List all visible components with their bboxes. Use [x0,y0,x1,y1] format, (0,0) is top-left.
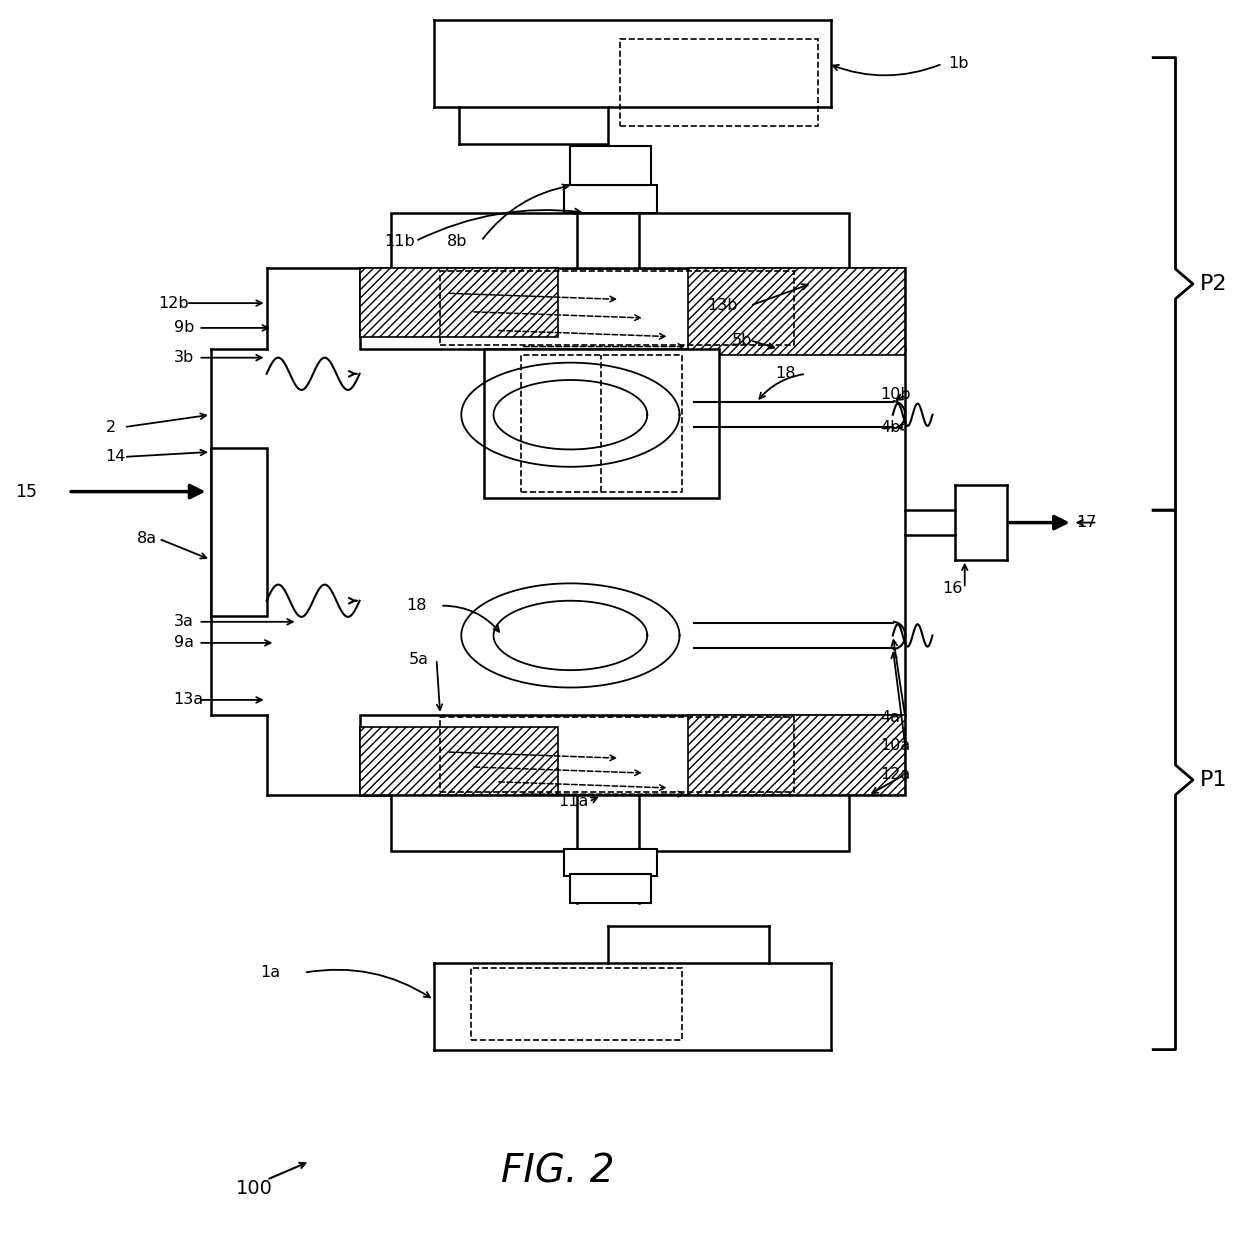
Text: 14: 14 [105,450,125,465]
Text: 18: 18 [407,598,428,613]
Bar [391,212,849,269]
Bar [360,715,905,795]
Bar [471,968,682,1040]
Text: 1b: 1b [949,57,970,72]
Text: 5b: 5b [732,333,751,348]
Text: 8a: 8a [136,531,156,546]
Bar [564,186,657,212]
Text: 4b: 4b [880,420,900,435]
Bar [570,873,651,903]
Bar [360,727,558,795]
Bar [360,269,905,349]
Text: 8b: 8b [446,234,467,249]
Text: 10a: 10a [880,739,910,754]
Bar [484,349,719,497]
Text: 18: 18 [775,367,796,382]
Bar [564,849,657,875]
Bar [570,146,651,186]
Text: 3a: 3a [174,614,193,629]
Bar [211,448,267,615]
Text: 11b: 11b [384,234,415,249]
Text: P1: P1 [1200,770,1228,790]
Bar [688,269,905,355]
Text: 16: 16 [942,580,962,595]
Bar [620,39,818,126]
Text: 1a: 1a [260,965,280,980]
Text: 100: 100 [236,1179,273,1198]
Text: 2: 2 [105,420,115,435]
Bar [440,271,794,345]
Bar [521,355,682,491]
Bar [440,717,794,791]
Text: 11a: 11a [558,794,588,809]
Bar [688,715,905,795]
Text: 9b: 9b [174,320,193,335]
Text: 9a: 9a [174,636,193,651]
Text: 12b: 12b [159,295,190,310]
Text: 12a: 12a [880,767,910,781]
Text: FIG. 2: FIG. 2 [501,1152,615,1191]
Text: 17: 17 [1076,515,1096,530]
Text: 15: 15 [15,482,37,501]
Text: 13a: 13a [174,692,203,707]
Text: P2: P2 [1200,274,1228,294]
Bar [360,269,558,337]
Text: 4a: 4a [880,710,900,725]
Text: 10b: 10b [880,387,911,402]
Text: 5a: 5a [409,652,429,667]
Text: 3b: 3b [174,350,193,365]
Text: 13b: 13b [707,298,738,313]
Bar [391,795,849,852]
